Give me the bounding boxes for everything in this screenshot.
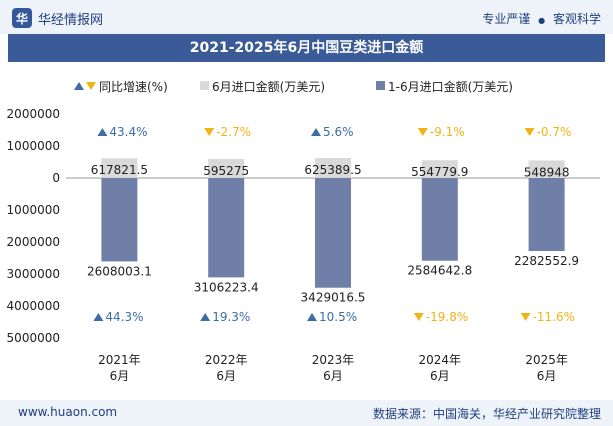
- yoy-label-monthly: 43.4%: [109, 125, 147, 139]
- x-category-label: 6月: [216, 369, 236, 383]
- data-label-cumulative: 2282552.9: [514, 254, 579, 268]
- footer: www.huaon.com 数据来源：中国海关，华经产业研究院整理: [0, 400, 613, 426]
- yoy-label-cumulative: 10.5%: [319, 310, 357, 324]
- legend-label-yoy: 同比增速(%): [99, 80, 168, 94]
- data-label-cumulative: 2584642.8: [407, 264, 472, 278]
- data-label-cumulative: 3429016.5: [301, 291, 366, 305]
- y-tick-label: 0: [52, 171, 60, 185]
- tagline-left: 专业严谨: [482, 12, 531, 26]
- chart-title: 2021-2025年6月中国豆类进口金额: [8, 34, 605, 62]
- x-category-label: 2022年: [205, 353, 248, 367]
- bar-cumulative: [101, 178, 138, 262]
- legend-label-cumulative: 1-6月进口金额(万美元): [388, 79, 513, 94]
- data-label-monthly: 617821.5: [91, 163, 148, 177]
- top-banner: 华 华经情报网 专业严谨 ● 客观科学: [0, 0, 613, 34]
- x-category-label: 2024年: [419, 353, 462, 367]
- data-label-monthly: 548948: [524, 165, 570, 179]
- yoy-label-cumulative: 44.3%: [105, 310, 143, 324]
- yoy-down-triangle-icon: [524, 128, 535, 136]
- yoy-label-monthly: -9.1%: [430, 125, 465, 139]
- bar-cumulative: [315, 178, 351, 288]
- x-category-label: 2023年: [312, 353, 355, 367]
- x-category-label: 6月: [430, 369, 450, 383]
- y-tick-label: 1000000: [7, 203, 60, 217]
- yoy-label-cumulative: 19.3%: [212, 310, 250, 324]
- yoy-up-triangle-icon: [311, 128, 321, 136]
- brand-name: 华经情报网: [38, 12, 104, 28]
- legend-label-monthly: 6月进口金额(万美元): [212, 79, 325, 94]
- brand: 华 华经情报网: [12, 8, 103, 28]
- y-tick-label: 2000000: [7, 107, 60, 121]
- bar-monthly: [528, 160, 565, 178]
- data-label-cumulative: 2608003.1: [87, 264, 152, 278]
- legend-down-triangle-icon: [86, 82, 96, 90]
- yoy-label-monthly: -2.7%: [216, 125, 251, 139]
- tagline: 专业严谨 ● 客观科学: [482, 10, 601, 27]
- x-category-label: 2025年: [525, 353, 568, 367]
- bar-monthly: [315, 157, 351, 178]
- data-label-monthly: 554779.9: [411, 165, 468, 179]
- yoy-label-monthly: -0.7%: [537, 125, 572, 139]
- bar-cumulative: [528, 178, 565, 252]
- data-label-monthly: 595275: [203, 164, 249, 178]
- brand-logo-icon: 华: [12, 8, 32, 28]
- yoy-up-triangle-icon: [200, 313, 211, 321]
- tagline-right: 客观科学: [552, 12, 601, 26]
- yoy-label-cumulative: -11.6%: [533, 310, 575, 324]
- bar-monthly: [421, 160, 458, 178]
- bar-monthly: [208, 158, 245, 178]
- y-tick-label: 2000000: [7, 235, 60, 249]
- y-tick-label: 3000000: [7, 267, 60, 281]
- y-tick-label: 4000000: [7, 299, 60, 313]
- yoy-down-triangle-icon: [417, 128, 428, 136]
- data-label-cumulative: 3106223.4: [194, 280, 259, 294]
- yoy-down-triangle-icon: [204, 128, 215, 136]
- tagline-separator: ●: [538, 16, 546, 25]
- x-category-label: 2021年: [98, 353, 141, 367]
- x-category-label: 6月: [537, 369, 557, 383]
- yoy-label-cumulative: -19.8%: [426, 310, 468, 324]
- y-tick-label: 1000000: [7, 139, 60, 153]
- footer-source: 数据来源：中国海关，华经产业研究院整理: [372, 407, 601, 421]
- yoy-up-triangle-icon: [93, 313, 104, 321]
- yoy-up-triangle-icon: [97, 128, 108, 136]
- x-category-label: 6月: [110, 369, 130, 383]
- legend-swatch-cumulative: [376, 81, 385, 90]
- bar-monthly: [101, 158, 138, 178]
- yoy-up-triangle-icon: [307, 313, 317, 321]
- y-tick-label: 5000000: [7, 331, 60, 345]
- yoy-label-monthly: 5.6%: [323, 125, 354, 139]
- legend-up-triangle-icon: [74, 82, 84, 90]
- yoy-down-triangle-icon: [520, 313, 531, 321]
- x-category-label: 6月: [323, 369, 343, 383]
- bar-cumulative: [208, 178, 245, 278]
- chart-canvas: 同比增速(%) 6月进口金额(万美元) 1-6月进口金额(万美元) 2000000 10…: [7, 79, 600, 383]
- data-label-monthly: 625389.5: [304, 163, 361, 177]
- legend-swatch-monthly: [200, 81, 209, 90]
- bar-cumulative: [421, 178, 458, 261]
- footer-website[interactable]: www.huaon.com: [18, 405, 118, 419]
- yoy-down-triangle-icon: [413, 313, 424, 321]
